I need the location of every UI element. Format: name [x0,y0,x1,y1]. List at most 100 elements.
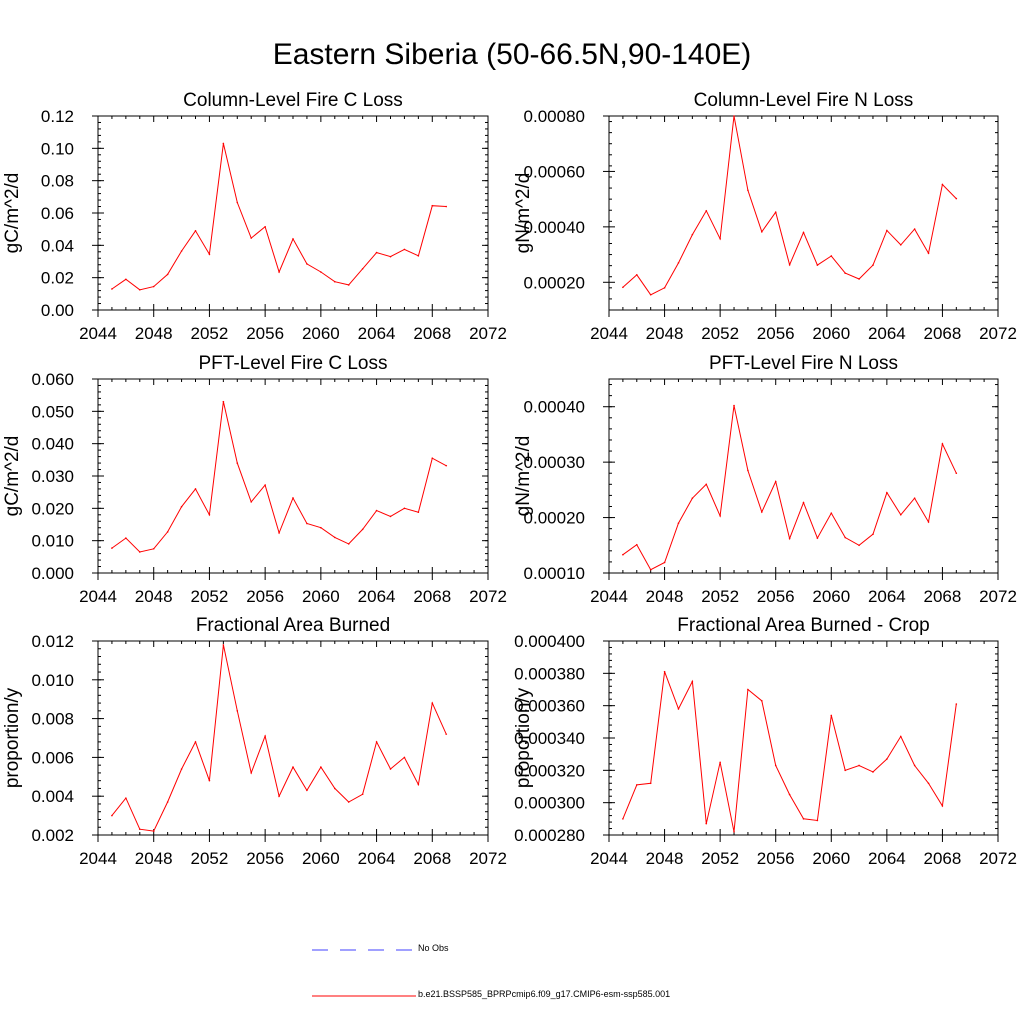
data-point [375,251,378,254]
data-point [663,670,666,673]
data-point [927,521,930,523]
y-tick-label: 0.002 [31,826,74,845]
y-tick-label: 0.10 [41,139,74,158]
x-tick-label: 2056 [757,849,795,868]
x-tick-label: 2064 [358,587,396,606]
data-point [886,491,888,494]
x-tick-label: 2072 [469,849,507,868]
data-point [125,537,127,539]
y-tick-label: 0.010 [31,532,74,551]
data-point [816,819,819,822]
data-point [649,293,652,296]
data-point [622,286,624,289]
legend-obs-swatch [312,949,416,951]
y-tick-label: 0.060 [31,370,74,389]
data-point [375,509,378,512]
data-point [389,255,392,258]
x-tick-label: 2064 [358,849,396,868]
y-axis-label: gN/m^2/d [513,436,534,517]
data-point [913,228,916,230]
x-tick-label: 2060 [812,324,850,343]
data-point [761,511,763,513]
y-tick-label: 0.012 [31,632,74,651]
y-tick-label: 0.00080 [524,107,585,126]
chart-panel-1: 2044 2048 2052 2056 2060 2064 2068 2072 0.00 0.02… [2,90,507,343]
data-point [333,280,336,283]
data-point [830,255,833,257]
y-tick-label: 0.000360 [514,697,585,716]
data-point [733,115,735,117]
chart-title: Column-Level Fire N Loss [694,90,914,111]
x-tick-label: 2060 [812,849,850,868]
data-point [816,537,819,539]
data-point [761,231,763,233]
data-point [138,828,141,830]
data-point [138,288,141,291]
data-point [250,237,253,239]
x-tick-label: 2048 [646,324,684,343]
x-tick-label: 2064 [358,324,396,343]
data-point [747,469,749,472]
data-point [899,514,902,516]
y-tick-label: 0.00010 [524,564,585,583]
data-point [635,784,638,786]
x-tick-label: 2060 [812,587,850,606]
chart-panel-4: 2044 2048 2052 2056 2060 2064 2068 2072 0.00010 0… [513,353,1017,606]
data-point [138,551,141,553]
data-point [236,710,239,712]
y-tick-label: 0.06 [41,204,74,223]
x-tick-label: 2056 [757,324,795,343]
data-point [264,484,266,486]
x-tick-label: 2048 [646,587,684,606]
y-tick-label: 0.00020 [524,509,585,528]
x-tick-label: 2072 [469,324,507,343]
data-point [403,248,406,251]
data-point [152,547,155,550]
data-point [830,714,833,717]
data-point [320,766,322,768]
x-tick-label: 2068 [413,324,451,343]
x-tick-label: 2052 [191,587,229,606]
chart-title: Fractional Area Burned [196,615,390,636]
x-tick-label: 2068 [924,587,962,606]
series-line [111,644,447,832]
data-point [872,771,874,773]
x-tick-label: 2068 [413,587,451,606]
x-tick-label: 2052 [191,324,229,343]
data-point [111,814,113,817]
data-point [292,766,294,768]
y-tick-label: 0.030 [31,467,74,486]
data-point [802,818,805,820]
data-point [719,237,721,240]
y-tick-label: 0.040 [31,435,74,454]
data-point [236,462,239,464]
y-tick-label: 0.00030 [524,453,585,472]
data-point [719,515,721,517]
data-point [208,779,211,782]
data-point [663,561,666,564]
y-tick-label: 0.000 [31,564,74,583]
data-point [278,271,280,273]
plot-frame [97,640,489,836]
y-tick-label: 0.00 [41,301,74,320]
data-point [431,702,434,704]
data-point [403,507,406,510]
data-point [705,822,708,825]
data-point [264,735,266,737]
data-point [222,400,225,403]
data-point [677,262,680,264]
data-point [691,497,694,499]
y-tick-label: 0.004 [31,787,74,806]
data-point [292,497,294,499]
data-point [788,537,791,540]
data-point [278,795,280,797]
data-point [802,231,805,234]
y-axis-label: gC/m^2/d [2,436,23,517]
data-point [677,522,680,524]
x-tick-label: 2068 [924,849,962,868]
data-point [622,818,624,820]
data-point [431,457,434,460]
data-point [152,830,155,832]
data-point [830,512,833,514]
x-tick-label: 2064 [868,324,906,343]
